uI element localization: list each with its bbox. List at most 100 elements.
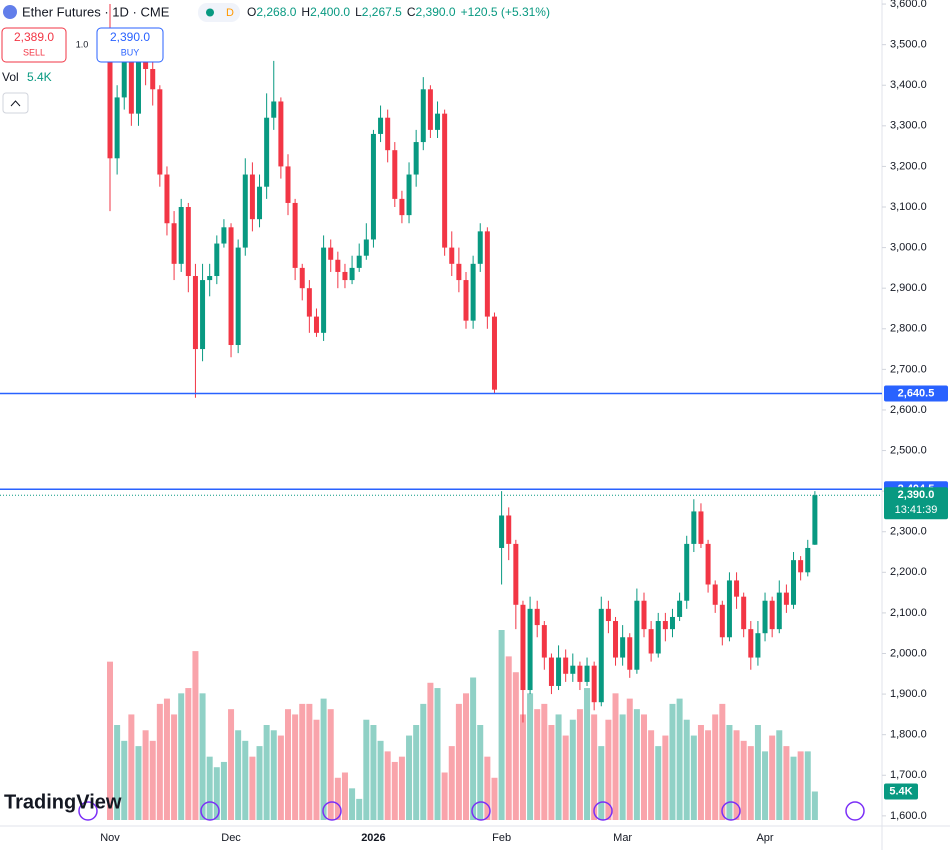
volume-bar bbox=[463, 693, 469, 820]
candle-body bbox=[242, 174, 248, 248]
candle-body bbox=[570, 665, 576, 674]
x-tick-label: Apr bbox=[756, 832, 773, 844]
candle-body bbox=[406, 174, 412, 216]
event-icon[interactable] bbox=[721, 801, 741, 821]
volume-bar bbox=[498, 630, 505, 820]
candle-body bbox=[456, 263, 462, 281]
event-icon[interactable] bbox=[593, 801, 613, 821]
candle-body bbox=[627, 637, 633, 670]
volume-tag-label: 5.4K bbox=[889, 785, 912, 797]
volume-bar bbox=[726, 725, 733, 820]
volume-bar bbox=[406, 735, 413, 820]
candle-body bbox=[128, 52, 134, 114]
event-icon[interactable] bbox=[200, 801, 220, 821]
candle-body bbox=[299, 267, 305, 289]
candle-body bbox=[363, 239, 369, 256]
candle-body bbox=[506, 515, 512, 544]
volume-bar bbox=[562, 735, 569, 820]
candle-body bbox=[613, 621, 619, 658]
y-tick-label: 2,800.0 bbox=[890, 323, 927, 335]
x-tick-label: Mar bbox=[613, 832, 632, 844]
candle-body bbox=[791, 560, 797, 605]
volume-bar bbox=[363, 719, 370, 820]
event-icon[interactable] bbox=[845, 801, 865, 821]
volume-bar bbox=[256, 746, 263, 820]
volume-bar bbox=[797, 751, 804, 820]
volume-bar bbox=[370, 725, 377, 820]
candle-body bbox=[313, 316, 319, 333]
candle-body bbox=[556, 657, 562, 686]
volume-bar bbox=[455, 703, 462, 820]
candle-body bbox=[264, 117, 270, 187]
event-icon[interactable] bbox=[78, 801, 98, 821]
collapse-button[interactable] bbox=[2, 92, 29, 114]
sell-price: 2,389.0 bbox=[14, 30, 54, 44]
volume-bar bbox=[306, 703, 313, 820]
candle-body bbox=[328, 247, 334, 260]
candle-body bbox=[321, 247, 327, 333]
volume-bar bbox=[569, 719, 576, 820]
collapse-arrow bbox=[10, 100, 21, 107]
candle-body bbox=[342, 271, 348, 281]
volume-bar bbox=[142, 730, 149, 820]
candle-body bbox=[378, 117, 384, 134]
volume-bar bbox=[391, 761, 398, 820]
volume-bar bbox=[128, 714, 135, 820]
y-tick-label: 3,300.0 bbox=[890, 120, 927, 132]
volume-bar bbox=[434, 688, 441, 820]
y-tick-label: 1,700.0 bbox=[890, 769, 927, 781]
candle-body bbox=[164, 174, 170, 224]
candle-body bbox=[669, 616, 675, 630]
volume-bar bbox=[633, 709, 640, 820]
candle-body bbox=[719, 604, 725, 638]
volume-tag bbox=[884, 783, 918, 800]
ohlc-legend: O2,268.0 H2,400.0 L2,267.5 C2,390.0 +120.5 (… bbox=[247, 5, 550, 19]
volume-bar bbox=[420, 703, 427, 820]
volume-bar bbox=[135, 746, 142, 820]
volume-bar bbox=[733, 730, 740, 820]
candle-body bbox=[435, 113, 441, 130]
candle-body bbox=[356, 255, 362, 268]
volume-bar bbox=[249, 756, 256, 820]
candle-body bbox=[491, 316, 497, 390]
volume-bar bbox=[334, 777, 341, 820]
y-tick-label: 3,500.0 bbox=[890, 39, 927, 51]
candle-body bbox=[584, 665, 590, 682]
candle-body bbox=[655, 621, 661, 654]
ohlc-key: L bbox=[355, 5, 362, 19]
volume-bar bbox=[199, 693, 206, 820]
y-tick-label: 1,900.0 bbox=[890, 688, 927, 700]
candle-body bbox=[235, 247, 241, 346]
buy-button[interactable] bbox=[96, 27, 164, 63]
event-icon[interactable] bbox=[322, 801, 342, 821]
volume-bar bbox=[356, 798, 363, 820]
volume-bar bbox=[470, 677, 477, 820]
candle-body bbox=[563, 657, 569, 674]
candle-body bbox=[712, 584, 718, 605]
candle-body bbox=[513, 543, 519, 605]
candle-body bbox=[121, 52, 127, 98]
candle-body bbox=[748, 629, 754, 658]
volume-bar bbox=[178, 693, 185, 820]
x-tick-label: Nov bbox=[100, 832, 120, 844]
volume-bar bbox=[641, 714, 647, 820]
candle-body bbox=[783, 592, 789, 605]
candle-body bbox=[228, 227, 234, 346]
sell-button[interactable] bbox=[1, 27, 67, 63]
volume-bar bbox=[762, 751, 769, 820]
volume-bar bbox=[605, 719, 612, 820]
ohlc-value: 2,400.0 bbox=[310, 5, 350, 19]
event-icon[interactable] bbox=[471, 801, 491, 821]
volume-bar bbox=[512, 672, 519, 820]
volume-bar bbox=[712, 714, 719, 820]
candle-body bbox=[541, 625, 547, 658]
volume-bar bbox=[719, 703, 726, 820]
candle-body bbox=[548, 657, 554, 686]
volume-bar bbox=[242, 740, 249, 820]
volume-bar bbox=[192, 651, 199, 820]
volume-bar bbox=[171, 714, 178, 820]
y-tick-label: 1,800.0 bbox=[890, 729, 927, 741]
candle-body bbox=[776, 592, 782, 630]
volume-bar bbox=[313, 719, 320, 820]
